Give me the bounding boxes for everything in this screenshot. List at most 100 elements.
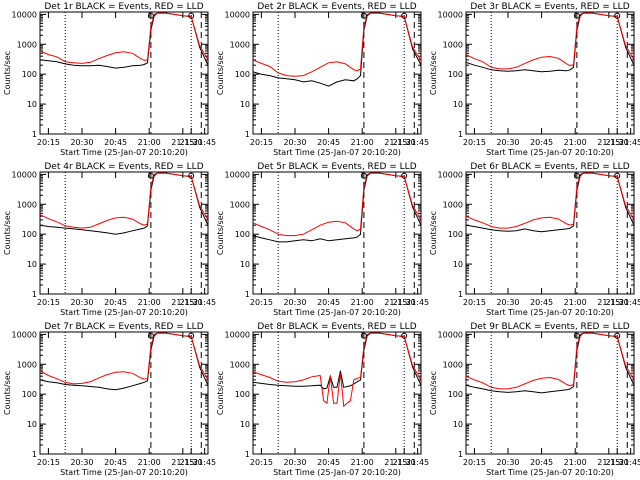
x-tick-label: 21:30 — [393, 458, 416, 467]
x-tick-label: 21:00 — [138, 298, 161, 307]
saturation-marker — [573, 12, 580, 19]
lld-series-line — [40, 12, 208, 64]
x-tick-label: 21:15 — [597, 138, 620, 147]
detector-panel-2: Det 2r BLACK = Events, RED = LLD 1 10 100 10… — [216, 2, 429, 157]
lld-series-line — [253, 332, 421, 408]
y-tick-label: 1000 — [443, 40, 463, 49]
x-tick-label: 21:45 — [619, 458, 640, 467]
saturation-marker — [614, 172, 621, 179]
x-tick-label: 20:30 — [70, 138, 93, 147]
x-tick-label: 20:45 — [104, 138, 127, 147]
x-tick-label: 20:15 — [250, 458, 273, 467]
panel-title: Det 9r BLACK = Events, RED = LLD — [470, 322, 629, 332]
x-tick-label: 20:45 — [104, 298, 127, 307]
x-tick-label: 21:00 — [138, 138, 161, 147]
detector-panel-8: Det 8r BLACK = Events, RED = LLD 1 10 100 10… — [216, 322, 429, 477]
x-tick-label: 21:15 — [597, 298, 620, 307]
x-axis-label: Start Time (25-Jan-07 20:10:20) — [273, 308, 401, 317]
x-axis-label: Start Time (25-Jan-07 20:10:20) — [486, 148, 614, 157]
x-tick-label: 21:45 — [193, 138, 216, 147]
lld-series-line — [466, 172, 634, 229]
saturation-marker — [188, 172, 195, 179]
x-tick-label: 20:45 — [317, 458, 340, 467]
panel-title: Det 3r BLACK = Events, RED = LLD — [470, 2, 629, 12]
y-tick-label: 1 — [458, 450, 463, 459]
x-tick-label: 21:15 — [384, 298, 407, 307]
panel-title: Det 7r BLACK = Events, RED = LLD — [44, 322, 203, 332]
y-tick-label: 10 — [453, 420, 463, 429]
x-tick-label: 20:15 — [37, 298, 60, 307]
x-tick-label: 20:30 — [70, 458, 93, 467]
y-tick-label: 10000 — [438, 330, 463, 339]
x-tick-label: 21:45 — [619, 138, 640, 147]
x-tick-label: 21:15 — [384, 138, 407, 147]
x-tick-label: 20:45 — [317, 298, 340, 307]
saturation-marker — [573, 172, 580, 179]
y-tick-label: 10 — [27, 100, 37, 109]
x-tick-label: 20:30 — [496, 138, 519, 147]
y-tick-label: 10000 — [12, 170, 37, 179]
y-tick-label: 10 — [27, 420, 37, 429]
panel-title: Det 2r BLACK = Events, RED = LLD — [257, 2, 416, 12]
y-tick-label: 1000 — [443, 200, 463, 209]
plot-frame — [39, 331, 209, 455]
saturation-marker — [360, 332, 367, 339]
y-axis-label: Counts/sec — [216, 371, 225, 415]
x-tick-label: 21:15 — [171, 458, 194, 467]
x-tick-label: 20:30 — [70, 298, 93, 307]
x-tick-label: 21:30 — [606, 138, 629, 147]
y-tick-label: 10 — [453, 100, 463, 109]
x-tick-label: 21:30 — [180, 138, 203, 147]
y-tick-label: 100 — [448, 230, 463, 239]
x-tick-label: 21:15 — [171, 298, 194, 307]
detector-panel-1: Det 1r BLACK = Events, RED = LLD 1 10 100 10… — [3, 2, 216, 157]
plot-frame — [252, 331, 422, 455]
saturation-marker — [360, 12, 367, 19]
y-tick-label: 100 — [235, 230, 250, 239]
saturation-marker — [188, 12, 195, 19]
x-tick-label: 20:30 — [283, 458, 306, 467]
panel-title: Det 5r BLACK = Events, RED = LLD — [257, 162, 416, 172]
y-tick-label: 10000 — [225, 170, 250, 179]
x-tick-label: 20:15 — [37, 138, 60, 147]
x-tick-label: 20:30 — [496, 298, 519, 307]
saturation-marker — [401, 332, 408, 339]
x-tick-label: 21:30 — [393, 298, 416, 307]
events-series-line — [40, 172, 208, 235]
x-tick-label: 20:15 — [250, 138, 273, 147]
x-tick-label: 21:00 — [351, 138, 374, 147]
saturation-marker — [614, 332, 621, 339]
y-tick-label: 100 — [448, 70, 463, 79]
y-tick-label: 1 — [32, 130, 37, 139]
saturation-marker — [573, 332, 580, 339]
saturation-marker — [360, 172, 367, 179]
y-axis-label: Counts/sec — [429, 51, 438, 95]
y-tick-label: 10 — [27, 260, 37, 269]
x-tick-label: 21:30 — [393, 138, 416, 147]
y-tick-label: 1000 — [230, 40, 250, 49]
saturation-marker — [401, 12, 408, 19]
x-tick-label: 21:15 — [597, 458, 620, 467]
plot-frame — [465, 171, 635, 295]
y-tick-label: 1 — [245, 450, 250, 459]
panel-title: Det 6r BLACK = Events, RED = LLD — [470, 162, 629, 172]
detector-panel-6: Det 6r BLACK = Events, RED = LLD 1 10 100 10… — [429, 162, 640, 317]
plot-frame — [39, 11, 209, 135]
x-tick-label: 20:30 — [283, 298, 306, 307]
lld-series-line — [253, 172, 421, 237]
lld-series-line — [466, 332, 634, 390]
y-axis-label: Counts/sec — [216, 211, 225, 255]
x-axis-label: Start Time (25-Jan-07 20:10:20) — [60, 148, 188, 157]
x-axis-label: Start Time (25-Jan-07 20:10:20) — [273, 468, 401, 477]
saturation-marker — [147, 172, 154, 179]
saturation-marker — [401, 172, 408, 179]
y-tick-label: 1 — [458, 130, 463, 139]
x-tick-label: 20:45 — [317, 138, 340, 147]
saturation-marker — [614, 12, 621, 19]
x-tick-label: 21:30 — [606, 458, 629, 467]
x-tick-label: 21:15 — [171, 138, 194, 147]
detector-panel-7: Det 7r BLACK = Events, RED = LLD 1 10 100 10… — [3, 322, 216, 477]
x-tick-label: 20:30 — [496, 458, 519, 467]
x-axis-label: Start Time (25-Jan-07 20:10:20) — [60, 308, 188, 317]
panel-title: Det 1r BLACK = Events, RED = LLD — [44, 2, 203, 12]
